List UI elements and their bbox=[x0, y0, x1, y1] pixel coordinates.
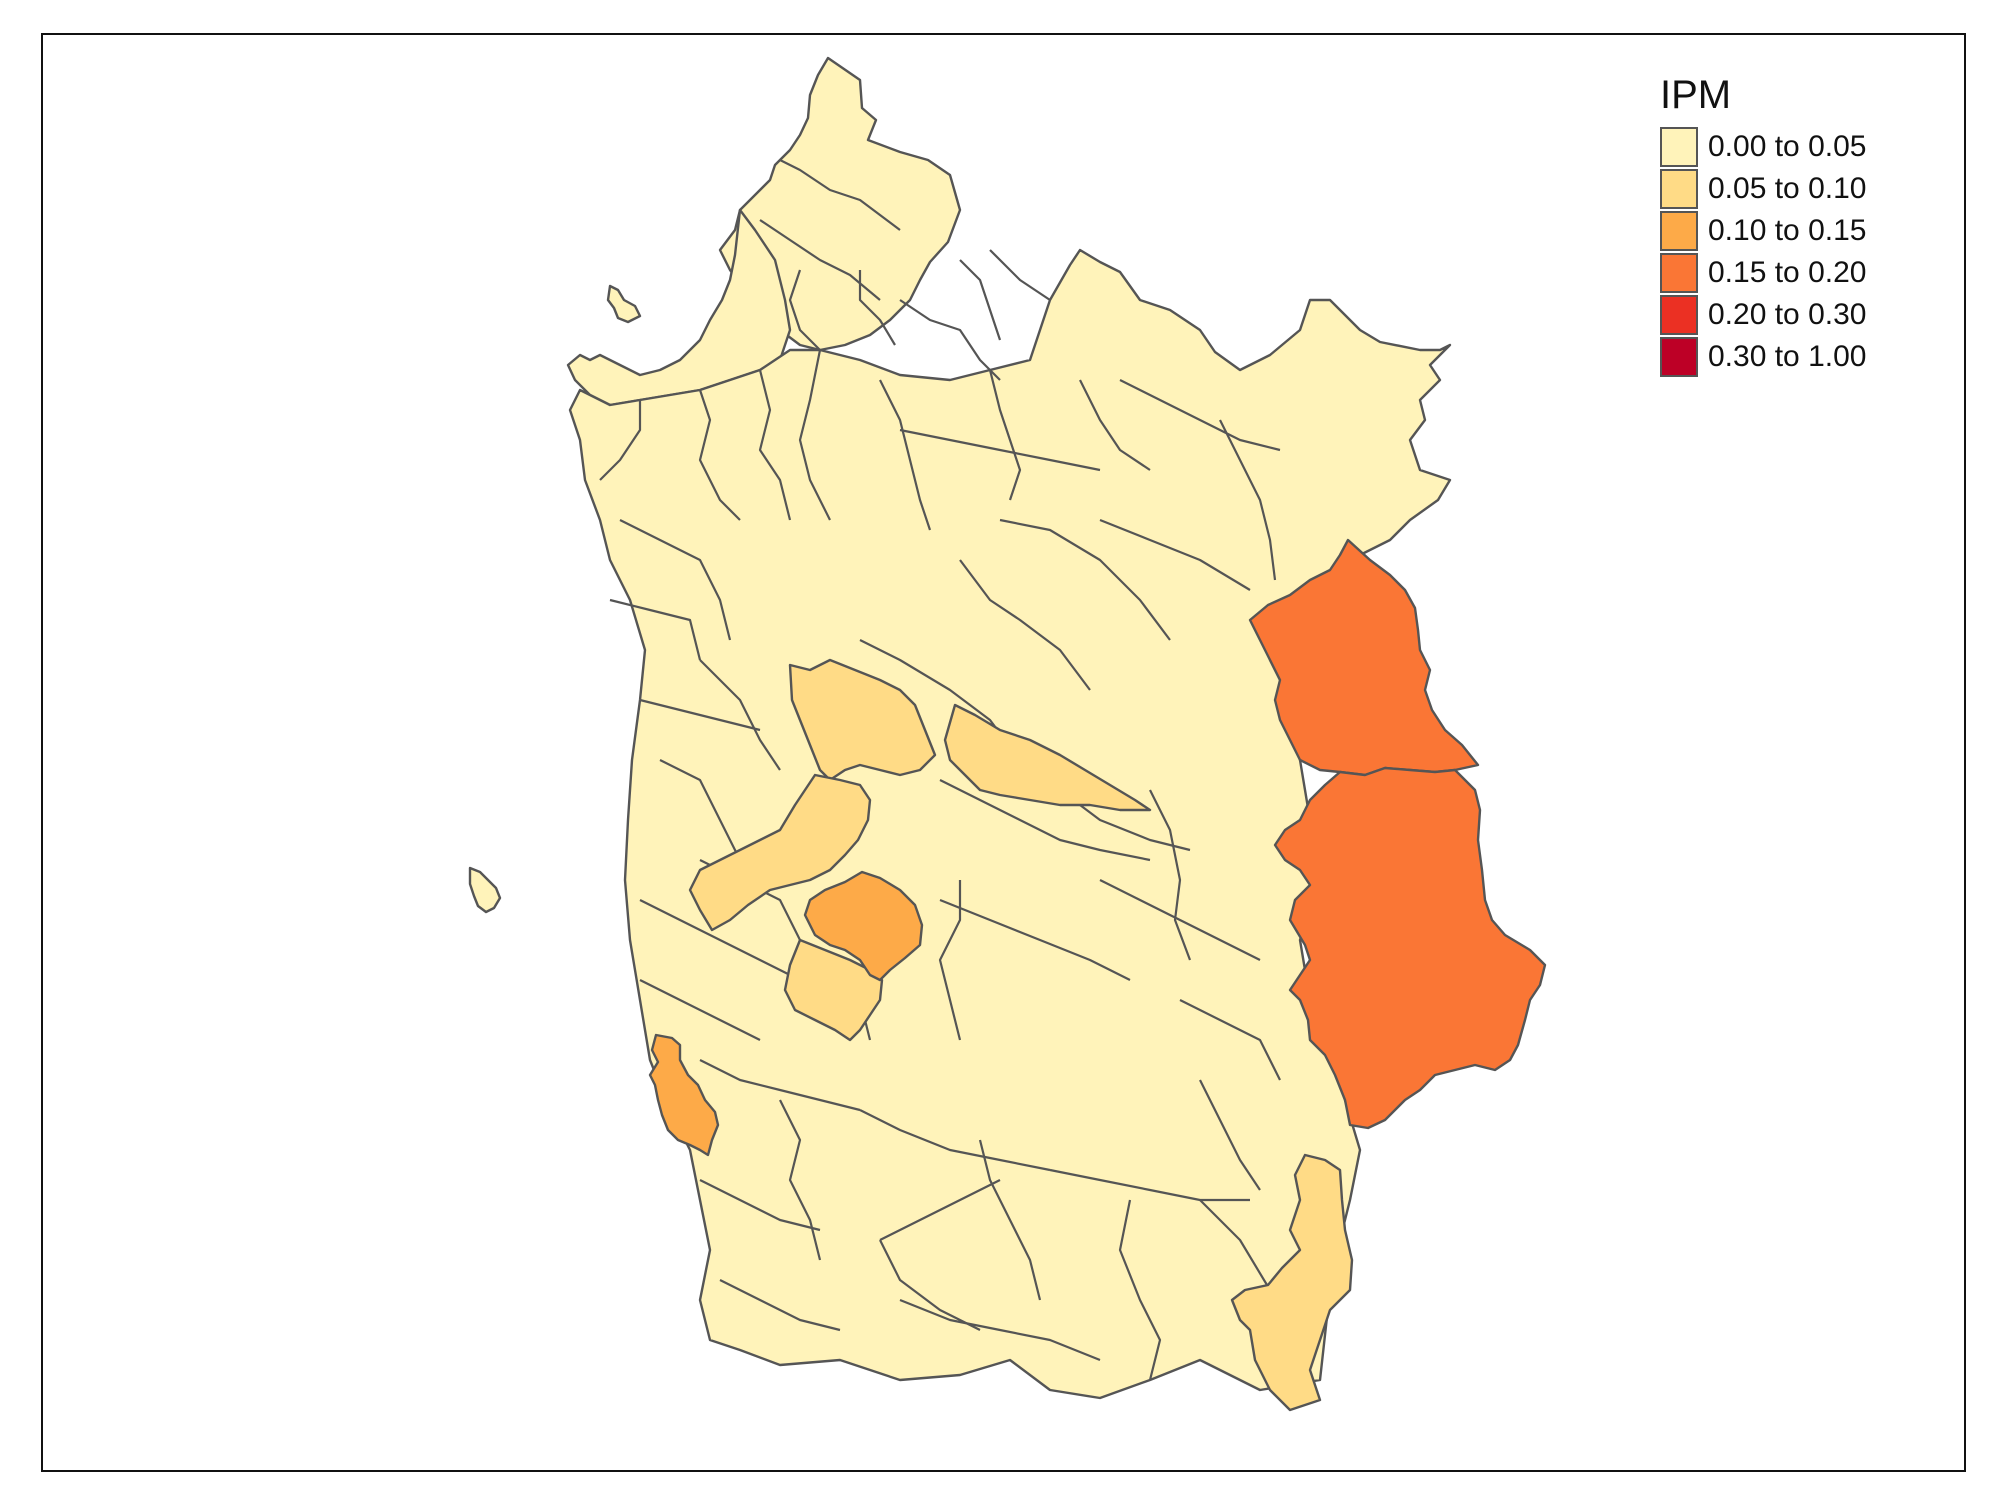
legend-item: 0.30 to 1.00 bbox=[1660, 336, 1866, 378]
legend-label: 0.20 to 0.30 bbox=[1708, 298, 1867, 331]
legend-swatch bbox=[1660, 337, 1698, 377]
legend-swatch bbox=[1660, 295, 1698, 335]
region-southwest-10-15 bbox=[648, 1033, 720, 1157]
legend-label: 0.15 to 0.20 bbox=[1708, 256, 1867, 289]
map-legend: IPM 0.00 to 0.05 0.05 to 0.10 0.10 to 0.… bbox=[1660, 72, 1866, 378]
region-center-south-05-10 bbox=[783, 938, 884, 1042]
legend-item: 0.10 to 0.15 bbox=[1660, 210, 1866, 252]
region-northwest-coast bbox=[566, 208, 792, 407]
island-west-small bbox=[606, 284, 642, 324]
legend-item: 0.15 to 0.20 bbox=[1660, 252, 1866, 294]
legend-item: 0.00 to 0.05 bbox=[1660, 126, 1866, 168]
legend-item: 0.05 to 0.10 bbox=[1660, 168, 1866, 210]
island-southwest-small bbox=[468, 866, 502, 914]
legend-swatch bbox=[1660, 211, 1698, 251]
region-southeast-05-10 bbox=[1230, 1153, 1354, 1412]
legend-label: 0.10 to 0.15 bbox=[1708, 214, 1867, 247]
legend-swatch bbox=[1660, 253, 1698, 293]
region-group-05-10 bbox=[688, 658, 1354, 1412]
legend-title: IPM bbox=[1660, 73, 1732, 117]
legend-label: 0.05 to 0.10 bbox=[1708, 172, 1867, 205]
legend-item: 0.20 to 0.30 bbox=[1660, 294, 1866, 336]
region-group-15-20 bbox=[1248, 538, 1547, 1130]
legend-swatch bbox=[1660, 169, 1698, 209]
legend-label: 0.00 to 0.05 bbox=[1708, 130, 1867, 163]
region-center-east-05-10 bbox=[943, 703, 1152, 812]
legend-swatch bbox=[1660, 127, 1698, 167]
region-center-10-15 bbox=[803, 870, 924, 982]
legend-label: 0.30 to 1.00 bbox=[1708, 340, 1867, 373]
region-east-lower-15-20 bbox=[1273, 766, 1547, 1130]
region-center-north-05-10 bbox=[788, 658, 937, 782]
region-group-10-15 bbox=[648, 870, 924, 1157]
region-center-west-05-10 bbox=[688, 773, 872, 932]
